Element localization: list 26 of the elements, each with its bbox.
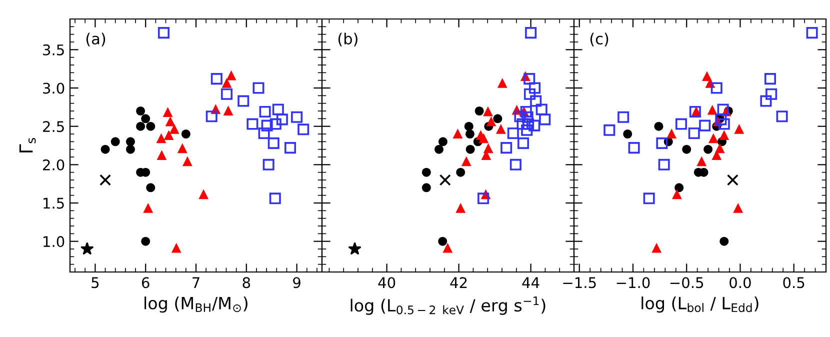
x-tick-label: 44 [522, 277, 540, 288]
x-axis-title: log (L$_{bol}$ / L$_{Edd}$) [642, 296, 758, 313]
x-axis-title: log (M$_{BH}$/M$_{⊙}$) [144, 296, 248, 313]
annotation: (c) [590, 32, 608, 46]
x-tick-label: 0.0 [730, 277, 751, 288]
x-tick-label: 42 [450, 277, 467, 288]
annotation: (a) [86, 32, 106, 46]
x-tick-label: 8 [242, 277, 250, 288]
y-tick-label: 2.5 [43, 121, 64, 132]
x-tick-label: −1.0 [616, 277, 650, 288]
x-tick-label: −0.5 [670, 277, 704, 288]
y-tick-label: 1.0 [44, 236, 64, 248]
y-tick-label: 1.5 [44, 198, 64, 209]
y-tick-label: 2.0 [43, 159, 64, 170]
y-tick-label: 3.0 [43, 82, 64, 94]
x-tick-label: −1.5 [563, 277, 596, 288]
x-tick-label: 7 [192, 277, 200, 288]
x-tick-label: 9 [293, 277, 300, 288]
y-tick-label: 3.5 [43, 44, 64, 56]
annotation: (b) [338, 32, 358, 46]
x-tick-label: 0.5 [783, 277, 804, 288]
x-axis-title: log (L$_{0.5−2 keV}$ / erg s$^{−1}$) [350, 296, 546, 315]
x-tick-label: 40 [378, 277, 396, 288]
x-tick-label: 6 [142, 277, 150, 288]
x-tick-label: 5 [92, 277, 99, 288]
y-axis-title: Γ$_{s}$ [19, 138, 36, 152]
